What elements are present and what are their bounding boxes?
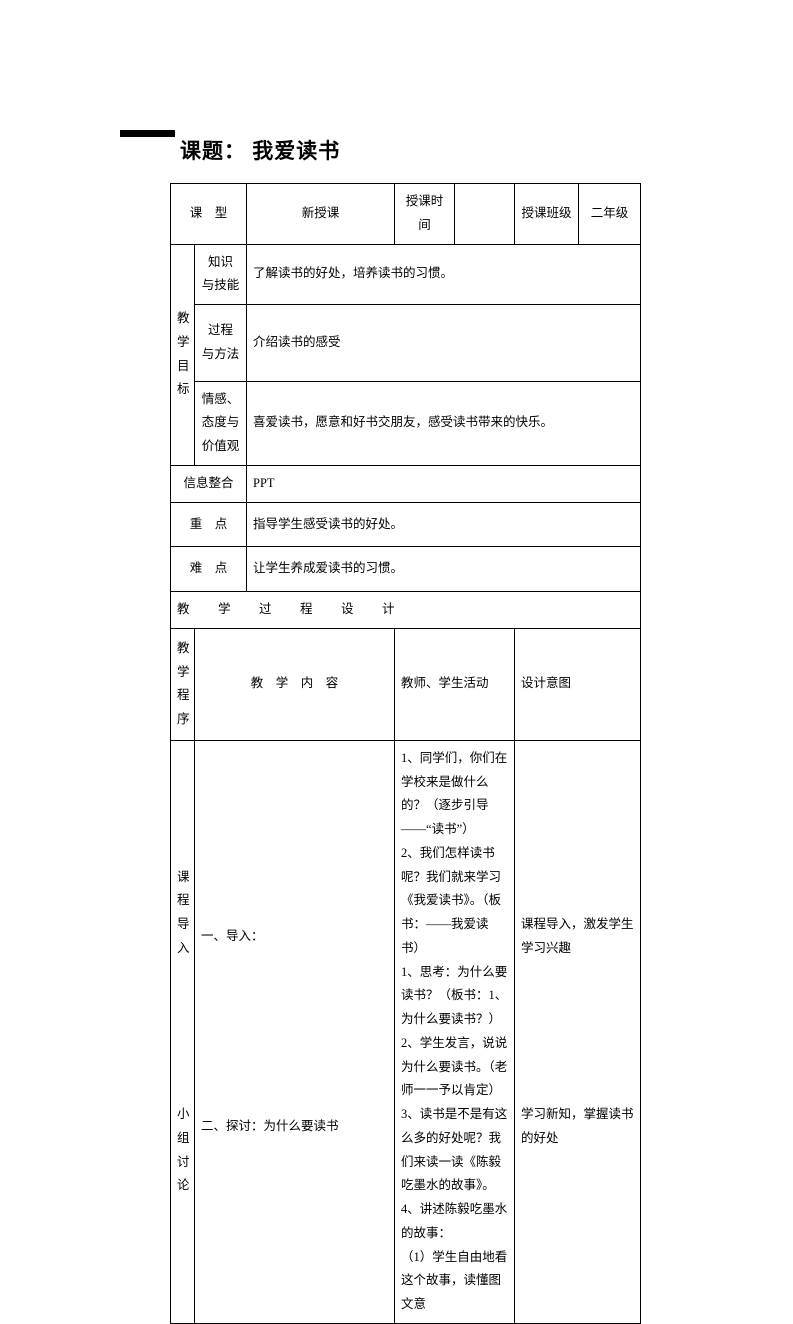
title-bar-icon	[120, 130, 175, 137]
objective-row-knowledge: 教学目标 知识 与技能 了解读书的好处，培养读书的习惯。	[171, 244, 641, 305]
teach-class-label: 授课班级	[515, 184, 579, 245]
process-hdr-activity: 教师、学生活动	[395, 628, 515, 740]
teach-time-label: 授课时间	[395, 184, 455, 245]
info-integration-row: 信息整合 PPT	[171, 465, 641, 502]
teach-class-value: 二年级	[579, 184, 641, 245]
process-design-header-row: 教 学 过 程 设 计	[171, 592, 641, 629]
objective-knowledge-text: 了解读书的好处，培养读书的习惯。	[247, 244, 641, 305]
objective-process-text: 介绍读书的感受	[247, 305, 641, 382]
process-hdr-intent: 设计意图	[515, 628, 641, 740]
difficult-point-row: 难 点 让学生养成爱读书的习惯。	[171, 547, 641, 592]
process-hdr-step: 教学 程序	[171, 628, 195, 740]
difficult-point-label: 难 点	[171, 547, 247, 592]
process-activity-cell: 1、同学们，你们在学校来是做什么的？（逐步引导——“读书”） 2、我们怎样读书呢…	[395, 740, 515, 1323]
process-design-header: 教 学 过 程 设 计	[171, 592, 641, 629]
difficult-point-text: 让学生养成爱读书的习惯。	[247, 547, 641, 592]
key-point-text: 指导学生感受读书的好处。	[247, 502, 641, 547]
key-point-label: 重 点	[171, 502, 247, 547]
title-row: 课题： 我爱读书	[120, 135, 680, 165]
objective-knowledge-label: 知识 与技能	[195, 244, 247, 305]
lesson-plan-page: 课题： 我爱读书 课 型 新授课 授课时间 授课班级 二年级 教学目标 知识 与…	[120, 135, 680, 1324]
lesson-type-label: 课 型	[171, 184, 247, 245]
process-intent-cell: 课程导入，激发学生学习兴趣 学习新知，掌握读书的好处	[515, 740, 641, 1323]
info-integration-label: 信息整合	[171, 465, 247, 502]
objective-row-process: 过程 与方法 介绍读书的感受	[171, 305, 641, 382]
process-content-cell: 一、导入： 二、探讨：为什么要读书	[195, 740, 395, 1323]
objectives-vlabel: 教学目标	[171, 244, 195, 465]
lesson-title: 课题： 我爱读书	[180, 139, 340, 163]
info-integration-text: PPT	[247, 465, 641, 502]
objective-process-label: 过程 与方法	[195, 305, 247, 382]
key-point-row: 重 点 指导学生感受读书的好处。	[171, 502, 641, 547]
teach-time-value	[455, 184, 515, 245]
objective-attitude-label: 情感、 态度与 价值观	[195, 381, 247, 465]
lesson-plan-table: 课 型 新授课 授课时间 授课班级 二年级 教学目标 知识 与技能 了解读书的好…	[170, 183, 641, 1324]
meta-row: 课 型 新授课 授课时间 授课班级 二年级	[171, 184, 641, 245]
lesson-type-value: 新授课	[247, 184, 395, 245]
process-hdr-content: 教 学 内 容	[195, 628, 395, 740]
process-headers-row: 教学 程序 教 学 内 容 教师、学生活动 设计意图	[171, 628, 641, 740]
process-step-cell: 课 程 导入 小 组 讨论	[171, 740, 195, 1323]
process-body-row: 课 程 导入 小 组 讨论 一、导入： 二、探讨：为什么要读书 1、同学们，你们…	[171, 740, 641, 1323]
objective-row-attitude: 情感、 态度与 价值观 喜爱读书，愿意和好书交朋友，感受读书带来的快乐。	[171, 381, 641, 465]
objective-attitude-text: 喜爱读书，愿意和好书交朋友，感受读书带来的快乐。	[247, 381, 641, 465]
